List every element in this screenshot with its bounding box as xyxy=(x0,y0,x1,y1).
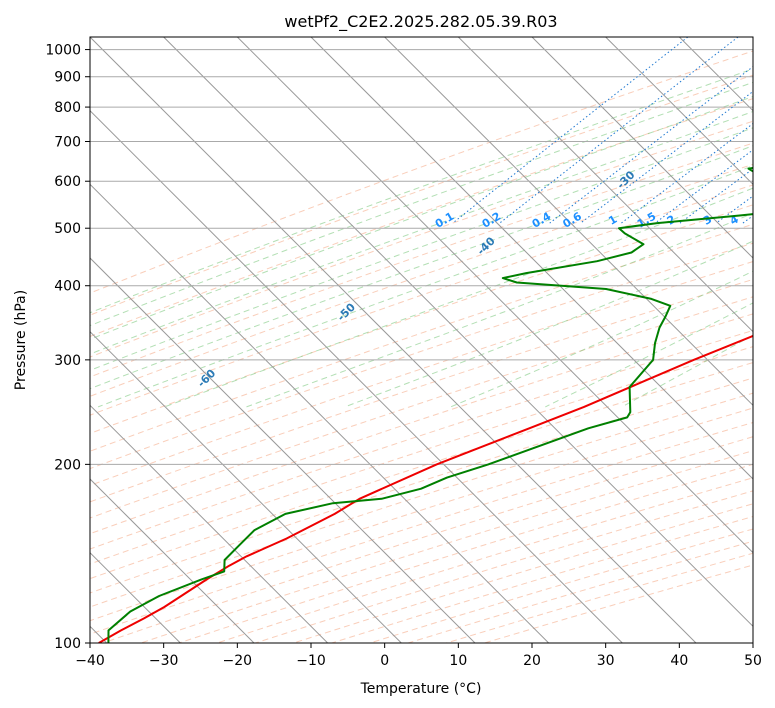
isotherm-line xyxy=(90,183,550,643)
mixing-ratio-line xyxy=(549,65,753,224)
y-tick-label: 200 xyxy=(54,457,81,473)
isotherm-line xyxy=(163,37,753,628)
isotherm-line xyxy=(236,37,753,554)
dry-adiabat-line xyxy=(90,120,753,358)
x-axis-title: Temperature (°C) xyxy=(360,681,482,697)
dry-adiabat-line xyxy=(90,142,753,378)
mixing-ratio-line xyxy=(620,122,753,224)
isotherm-line xyxy=(90,37,697,643)
x-tick-label: 0 xyxy=(380,653,389,669)
x-tick-label: 40 xyxy=(670,653,688,669)
dry-adiabat-line xyxy=(90,98,753,337)
dewpoint-line xyxy=(107,166,753,643)
isotherm-line xyxy=(90,109,623,643)
x-tick-label: 30 xyxy=(597,653,615,669)
x-tick-label: −20 xyxy=(223,653,253,669)
isotherm-line xyxy=(90,257,476,643)
isotherm-line xyxy=(90,404,329,643)
y-tick-label: 500 xyxy=(54,221,81,237)
mixing-ratio-line xyxy=(452,37,689,224)
x-tick-label: 20 xyxy=(523,653,541,669)
isotherm-line xyxy=(310,37,753,480)
isotherm-line xyxy=(457,37,753,333)
x-tick-label: −10 xyxy=(296,653,326,669)
x-tick-label: 50 xyxy=(744,653,762,669)
moist-adiabat-line xyxy=(90,81,753,327)
isotherm-line xyxy=(90,330,402,643)
moist-adiabat-line xyxy=(90,110,753,355)
isotherm-line xyxy=(90,478,255,643)
y-tick-label: 300 xyxy=(54,353,81,369)
moist-adiabat-line xyxy=(450,270,753,408)
dry-adiabat-line xyxy=(90,278,753,503)
dry-adiabat-line xyxy=(90,163,753,397)
isobar-gridlines xyxy=(90,49,753,643)
mixing-ratio-line xyxy=(499,37,739,224)
isotherm-line xyxy=(531,37,753,259)
isotherm-lines xyxy=(90,37,753,643)
y-axis: 100 200 300 400 500 600 700 800 900 1000 xyxy=(45,43,90,652)
y-tick-label: 400 xyxy=(54,279,81,295)
dry-adiabat-line xyxy=(90,223,753,452)
dry-adiabat-line xyxy=(90,74,753,316)
dry-adiabat-line xyxy=(90,184,753,416)
dry-adiabat-line xyxy=(90,313,753,535)
dry-adiabat-line xyxy=(90,362,753,580)
y-tick-label: 1000 xyxy=(45,43,81,59)
dry-adiabat-line xyxy=(90,392,753,608)
chart-title: wetPf2_C2E2.2025.282.05.39.R03 xyxy=(284,12,557,32)
y-tick-label: 900 xyxy=(54,70,81,86)
dry-adiabat-line xyxy=(90,261,753,486)
plot-area: -100-90-80-70-60-50-40-30-20-10010203040… xyxy=(90,37,753,643)
moist-adiabat-line xyxy=(90,68,753,314)
x-tick-label: −30 xyxy=(149,653,179,669)
moist-adiabat-line xyxy=(90,95,753,340)
dry-adiabat-line xyxy=(90,329,753,550)
dry-adiabats xyxy=(90,50,753,643)
dry-adiabat-line xyxy=(90,50,753,294)
x-tick-label: −40 xyxy=(75,653,105,669)
mixing-ratio-lines xyxy=(452,37,753,224)
plot-frame xyxy=(89,36,754,644)
x-tick-label: 10 xyxy=(449,653,467,669)
y-tick-label: 600 xyxy=(54,174,81,190)
y-tick-label: 700 xyxy=(54,134,81,150)
isotherm-line xyxy=(384,37,753,407)
profiles xyxy=(98,166,753,643)
y-tick-label: 800 xyxy=(54,100,81,116)
y-axis-title: Pressure (hPa) xyxy=(13,290,29,390)
y-tick-label: 100 xyxy=(54,636,81,652)
isotherm-line xyxy=(605,37,753,186)
x-axis: −40 −30 −20 −10 0 10 20 30 40 50 xyxy=(75,643,762,669)
